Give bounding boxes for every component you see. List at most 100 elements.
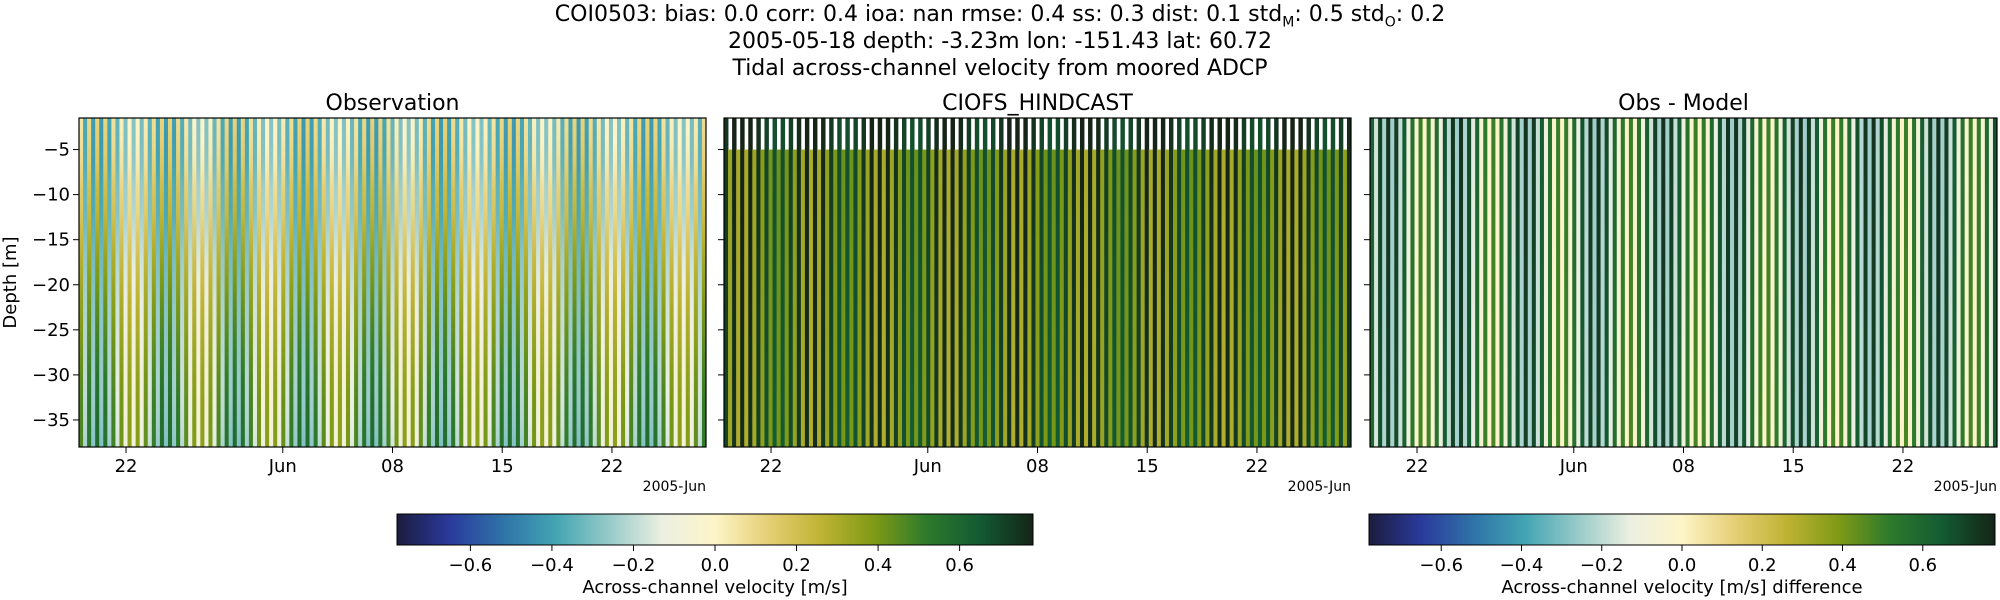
heatmap-column xyxy=(1168,118,1174,447)
heatmap-column xyxy=(1104,118,1109,447)
heatmap-column xyxy=(1245,149,1251,448)
panel-2: Obs - Model 22 Jun 08 15 22 2005-Jun xyxy=(1364,91,1998,495)
x-tick-label: 22 xyxy=(1406,456,1429,477)
heatmap-column xyxy=(135,118,141,447)
heatmap-column xyxy=(1241,118,1247,447)
heatmap-column xyxy=(155,118,161,447)
heatmap-column xyxy=(1031,118,1036,447)
heatmap-column xyxy=(1322,118,1328,447)
heatmap-column xyxy=(321,118,327,447)
heatmap-column xyxy=(910,118,915,447)
panel-0: Observation −5 −10 −15 −20 −25 −30 −35 Depth [m]… xyxy=(0,91,707,495)
heatmap-column xyxy=(1257,118,1263,447)
heatmap-column xyxy=(596,118,602,447)
y-tick-label: −15 xyxy=(32,230,70,251)
heatmap-column xyxy=(285,118,290,447)
heatmap-column xyxy=(1556,118,1561,447)
heatmap-column xyxy=(180,118,185,447)
heatmap-column xyxy=(1394,118,1399,447)
heatmap-column xyxy=(301,118,306,447)
heatmap-column xyxy=(1628,118,1634,447)
heatmap-column xyxy=(115,118,120,447)
heatmap-column xyxy=(1746,118,1751,447)
x-tick-label: 08 xyxy=(1672,456,1695,477)
heatmap-column xyxy=(1960,118,1966,447)
heatmap-column xyxy=(881,149,887,448)
heatmap-column xyxy=(123,118,128,447)
heatmap-column xyxy=(487,118,493,447)
heatmap-column xyxy=(576,118,581,447)
heatmap-column xyxy=(1964,118,1970,447)
y-tick-label: −20 xyxy=(32,275,70,296)
heatmap-column xyxy=(837,118,842,447)
y-axis-label: Depth [m] xyxy=(0,236,21,328)
heatmap-column xyxy=(1132,149,1138,448)
heatmap-column xyxy=(633,118,638,447)
heatmap-column xyxy=(1774,118,1779,447)
heatmap-column xyxy=(1164,149,1170,448)
heatmap-column xyxy=(958,118,964,447)
heatmap-column xyxy=(390,118,395,447)
heatmap-column xyxy=(1173,149,1178,448)
heatmap-column xyxy=(1390,118,1395,447)
heatmap-column xyxy=(930,149,935,448)
heatmap-column xyxy=(853,118,858,447)
heatmap-column xyxy=(1531,118,1537,447)
heatmap-column xyxy=(796,118,802,447)
heatmap-column xyxy=(1079,118,1085,447)
colorbar-1: −0.6 −0.4 −0.2 0.0 0.2 0.4 0.6 Across-channel v… xyxy=(1368,513,1996,598)
heatmap-column xyxy=(1705,118,1711,447)
heatmap-column xyxy=(1507,118,1512,447)
heatmap-column xyxy=(1446,118,1452,447)
heatmap-column xyxy=(857,149,862,448)
heatmap-column xyxy=(374,118,379,447)
heatmap-column xyxy=(1314,118,1320,447)
heatmap-column xyxy=(119,118,124,447)
x-tick-label: Jun xyxy=(913,456,942,477)
heatmap-column xyxy=(1701,118,1707,447)
heatmap-column xyxy=(1952,118,1957,447)
colorbar-tick-label: 0.0 xyxy=(701,555,730,576)
heatmap-column xyxy=(1693,118,1699,447)
heatmap-column xyxy=(244,118,250,447)
heatmap-column xyxy=(1552,118,1557,447)
heatmap-column xyxy=(1568,118,1573,447)
heatmap-column xyxy=(661,118,666,447)
heatmap-column xyxy=(560,118,565,447)
heatmap-column xyxy=(1972,118,1978,447)
heatmap-column xyxy=(370,118,375,447)
heatmap-column xyxy=(1738,118,1743,447)
heatmap-column xyxy=(1213,149,1218,448)
heatmap-column xyxy=(503,118,509,447)
heatmap-column xyxy=(208,118,213,447)
x-tick-label: 15 xyxy=(491,456,514,477)
heatmap-column xyxy=(79,118,84,447)
heatmap-column xyxy=(1201,118,1206,447)
colorbar-tick-label: 0.2 xyxy=(1748,555,1777,576)
heatmap-column xyxy=(1197,149,1202,448)
heatmap-column xyxy=(1879,118,1885,447)
heatmap-column xyxy=(1762,118,1767,447)
heatmap-column xyxy=(1980,118,1986,447)
heatmap-column xyxy=(1233,118,1239,447)
heatmap-column xyxy=(588,118,594,447)
heatmap-column xyxy=(252,118,258,447)
heatmap-column xyxy=(1754,118,1759,447)
heatmap-column xyxy=(1374,118,1379,447)
heatmap-column xyxy=(629,118,634,447)
heatmap-column xyxy=(430,118,436,447)
heatmap-column xyxy=(1899,118,1905,447)
heatmap-column xyxy=(877,118,883,447)
heatmap-column xyxy=(212,118,217,447)
colorbar-tick-label: −0.4 xyxy=(530,555,574,576)
heatmap-column xyxy=(617,118,622,447)
heatmap-column xyxy=(1298,118,1303,447)
heatmap-column xyxy=(592,118,598,447)
heatmap-column xyxy=(580,118,586,447)
heatmap-column xyxy=(305,118,310,447)
heatmap-column xyxy=(1871,118,1877,447)
heatmap-column xyxy=(946,149,951,448)
heatmap-column xyxy=(196,118,201,447)
heatmap-column xyxy=(232,118,238,447)
heatmap-column xyxy=(1434,118,1440,447)
